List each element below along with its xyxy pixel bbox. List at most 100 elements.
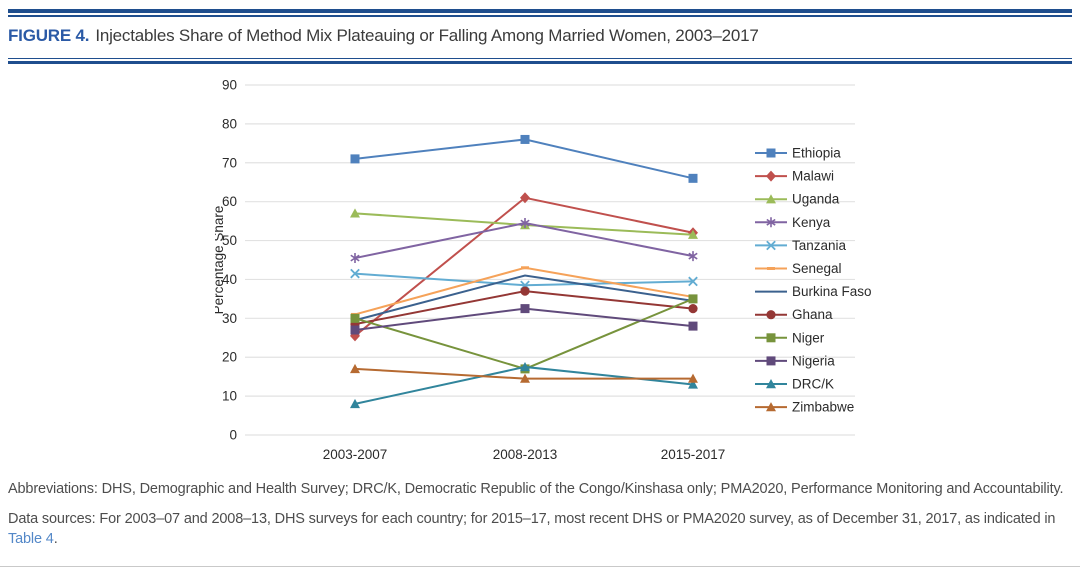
- series-kenya: [350, 218, 698, 264]
- top-double-rule: [8, 9, 1072, 17]
- legend-item-burkina-faso: Burkina Faso: [755, 284, 872, 299]
- legend-label: Zimbabwe: [792, 400, 854, 415]
- legend-label: Burkina Faso: [792, 284, 872, 299]
- data-point-marker: [350, 154, 360, 164]
- data-point-marker: [350, 208, 360, 218]
- data-point-marker: [688, 229, 698, 239]
- data-point-marker: [766, 148, 776, 158]
- top-rule-thin-line: [8, 15, 1072, 17]
- data-point-marker: [520, 286, 530, 296]
- data-point-marker: [520, 304, 530, 314]
- x-tick-label: 2003-2007: [323, 447, 388, 462]
- y-tick-label: 30: [222, 311, 237, 326]
- x-tick-label: 2015-2017: [661, 447, 726, 462]
- data-point-marker: [688, 276, 698, 287]
- data-point-marker: [766, 217, 776, 228]
- y-tick-label: 50: [222, 233, 237, 248]
- series-line: [354, 274, 694, 322]
- data-point-marker: [688, 294, 698, 304]
- legend-label: Nigeria: [792, 353, 835, 368]
- data-sources-note: Data sources: For 2003–07 and 2008–13, D…: [8, 509, 1072, 550]
- legend-label: Uganda: [792, 192, 840, 207]
- data-point-marker: [688, 373, 698, 383]
- data-point-marker: [766, 170, 776, 182]
- data-point-marker: [350, 313, 360, 323]
- legend-label: Malawi: [792, 169, 834, 184]
- data-point-marker: [766, 402, 776, 412]
- data-point-marker: [350, 363, 360, 374]
- legend-item-ghana: Ghana: [755, 307, 833, 322]
- y-tick-label: 70: [222, 155, 237, 170]
- title-double-rule: [8, 56, 1072, 64]
- abbreviations-note: Abbreviations: DHS, Demographic and Heal…: [8, 481, 1064, 497]
- y-tick-label: 80: [222, 116, 237, 131]
- legend-label: Niger: [792, 330, 825, 345]
- data-point-marker: [688, 251, 698, 262]
- legend-label: Ethiopia: [792, 146, 841, 161]
- y-axis-tick-labels: 0 10 20 30 40 50 60 70 80 90: [222, 78, 237, 443]
- series-tanzania: [350, 268, 698, 291]
- gridlines: [245, 84, 855, 436]
- data-point-marker: [688, 304, 698, 314]
- table-4-link[interactable]: Table 4: [8, 531, 54, 548]
- legend-item-ethiopia: Ethiopia: [755, 146, 841, 161]
- data-point-marker: [766, 194, 776, 204]
- legend: Ethiopia Malawi Uganda Kenya Tanzania Senegal…: [755, 146, 872, 415]
- data-point-marker: [767, 267, 775, 270]
- data-point-marker: [350, 268, 360, 279]
- data-point-marker: [766, 356, 776, 366]
- data-point-marker: [350, 253, 360, 264]
- y-tick-label: 10: [222, 389, 237, 404]
- series-nigeria: [350, 304, 698, 335]
- legend-item-kenya: Kenya: [755, 215, 831, 230]
- figure-footnotes: Abbreviations: DHS, Demographic and Heal…: [8, 479, 1072, 550]
- line-chart-svg: 0 10 20 30 40 50 60 70 80 90 2003-2007 2008-2013 201…: [211, 78, 872, 463]
- line-chart: 0 10 20 30 40 50 60 70 80 90 2003-2007 2008-2013 201…: [211, 75, 875, 475]
- y-tick-label: 0: [229, 428, 237, 443]
- legend-item-uganda: Uganda: [755, 192, 840, 207]
- data-point-marker: [520, 134, 530, 144]
- figure-title: Injectables Share of Method Mix Plateaui…: [95, 26, 759, 45]
- series-drc-k: [350, 361, 698, 409]
- y-tick-label: 60: [222, 194, 237, 209]
- legend-item-senegal: Senegal: [755, 261, 842, 276]
- y-tick-label: 40: [222, 272, 237, 287]
- top-rule-thick-line: [8, 9, 1072, 13]
- title-rule-thin-line: [8, 58, 1072, 59]
- x-tick-label: 2008-2013: [493, 447, 558, 462]
- data-point-marker: [688, 321, 698, 331]
- data-sources-text: Data sources: For 2003–07 and 2008–13, D…: [8, 510, 1056, 527]
- data-point-marker: [766, 310, 776, 320]
- legend-label: Kenya: [792, 215, 831, 230]
- series-burkina-faso: [354, 274, 694, 322]
- data-point-marker: [688, 379, 698, 389]
- data-point-marker: [350, 325, 360, 335]
- series-line: [354, 138, 694, 180]
- data-point-marker: [520, 218, 530, 229]
- legend-label: Senegal: [792, 261, 842, 276]
- legend-item-nigeria: Nigeria: [755, 353, 835, 368]
- title-rule-thick-line: [8, 61, 1072, 64]
- series-ethiopia: [350, 134, 698, 183]
- data-sources-period: .: [53, 531, 58, 548]
- data-point-marker: [520, 361, 530, 372]
- legend-item-drc-k: DRC/K: [755, 377, 834, 392]
- data-point-marker: [520, 373, 530, 383]
- legend-item-malawi: Malawi: [755, 169, 834, 184]
- figure-title-row: FIGURE 4. Injectables Share of Method Mix…: [8, 26, 1072, 46]
- data-point-marker: [350, 330, 360, 342]
- x-axis-tick-labels: 2003-2007 2008-2013 2015-2017: [323, 447, 726, 462]
- legend-label: Ghana: [792, 307, 833, 322]
- y-tick-label: 20: [222, 350, 237, 365]
- data-point-marker: [766, 379, 776, 389]
- data-point-marker: [766, 333, 776, 343]
- data-point-marker: [766, 240, 776, 251]
- data-point-marker: [521, 266, 529, 270]
- y-tick-label: 90: [222, 78, 237, 93]
- data-point-marker: [350, 398, 360, 409]
- data-point-marker: [688, 173, 698, 183]
- data-point-marker: [520, 192, 530, 204]
- bottom-rule: [0, 566, 1080, 567]
- y-axis-label: Percentage Share: [215, 206, 226, 315]
